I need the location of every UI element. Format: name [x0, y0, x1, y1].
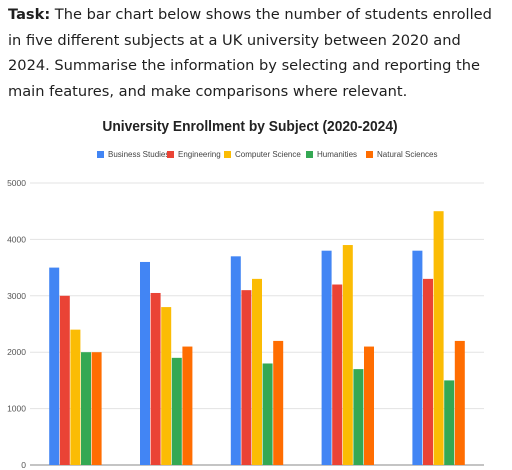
legend-swatch	[97, 151, 104, 158]
legend-swatch	[306, 151, 313, 158]
bar	[412, 250, 423, 465]
bar	[81, 352, 91, 465]
bar	[161, 307, 172, 465]
legend-label: Natural Sciences	[377, 150, 437, 159]
bar	[140, 261, 150, 465]
chart: University Enrollment by Subject (2020-2…	[0, 112, 512, 470]
legend-swatch	[167, 151, 174, 158]
bar	[454, 340, 465, 465]
bar	[70, 329, 81, 465]
legend-label: Engineering	[178, 150, 221, 159]
y-tick-label: 5000	[7, 178, 26, 188]
bar	[91, 352, 102, 465]
task-prompt: Task: The bar chart below shows the numb…	[8, 2, 504, 104]
bar	[353, 369, 364, 465]
bar	[252, 278, 262, 465]
bar	[273, 340, 284, 465]
y-tick-label: 0	[21, 460, 26, 470]
bar	[321, 250, 332, 465]
bar	[342, 245, 353, 465]
bar	[444, 380, 455, 465]
bar	[262, 363, 273, 465]
bar	[241, 290, 252, 465]
bar	[59, 295, 70, 465]
task-label: Task:	[8, 6, 51, 23]
bar	[423, 278, 433, 465]
y-tick-label: 2000	[7, 347, 26, 357]
bar	[433, 211, 444, 465]
task-text: The bar chart below shows the number of …	[8, 6, 492, 100]
bar	[332, 284, 343, 465]
y-tick-label: 3000	[7, 291, 26, 301]
y-tick-label: 1000	[7, 404, 26, 414]
legend-swatch	[224, 151, 231, 158]
legend-label: Humanities	[317, 150, 357, 159]
bar	[150, 292, 161, 465]
legend-swatch	[366, 151, 373, 158]
bar	[364, 346, 374, 465]
y-tick-label: 4000	[7, 234, 26, 244]
bar	[49, 267, 60, 465]
bar	[171, 357, 182, 465]
legend-label: Computer Science	[235, 150, 301, 159]
legend-label: Business Studies	[108, 150, 169, 159]
bar	[230, 256, 241, 465]
bar	[182, 346, 193, 465]
chart-canvas: 0 1000 2000 3000 4000 5000 Business Studies Eng…	[7, 150, 484, 470]
chart-title: University Enrollment by Subject (2020-2…	[102, 118, 398, 135]
